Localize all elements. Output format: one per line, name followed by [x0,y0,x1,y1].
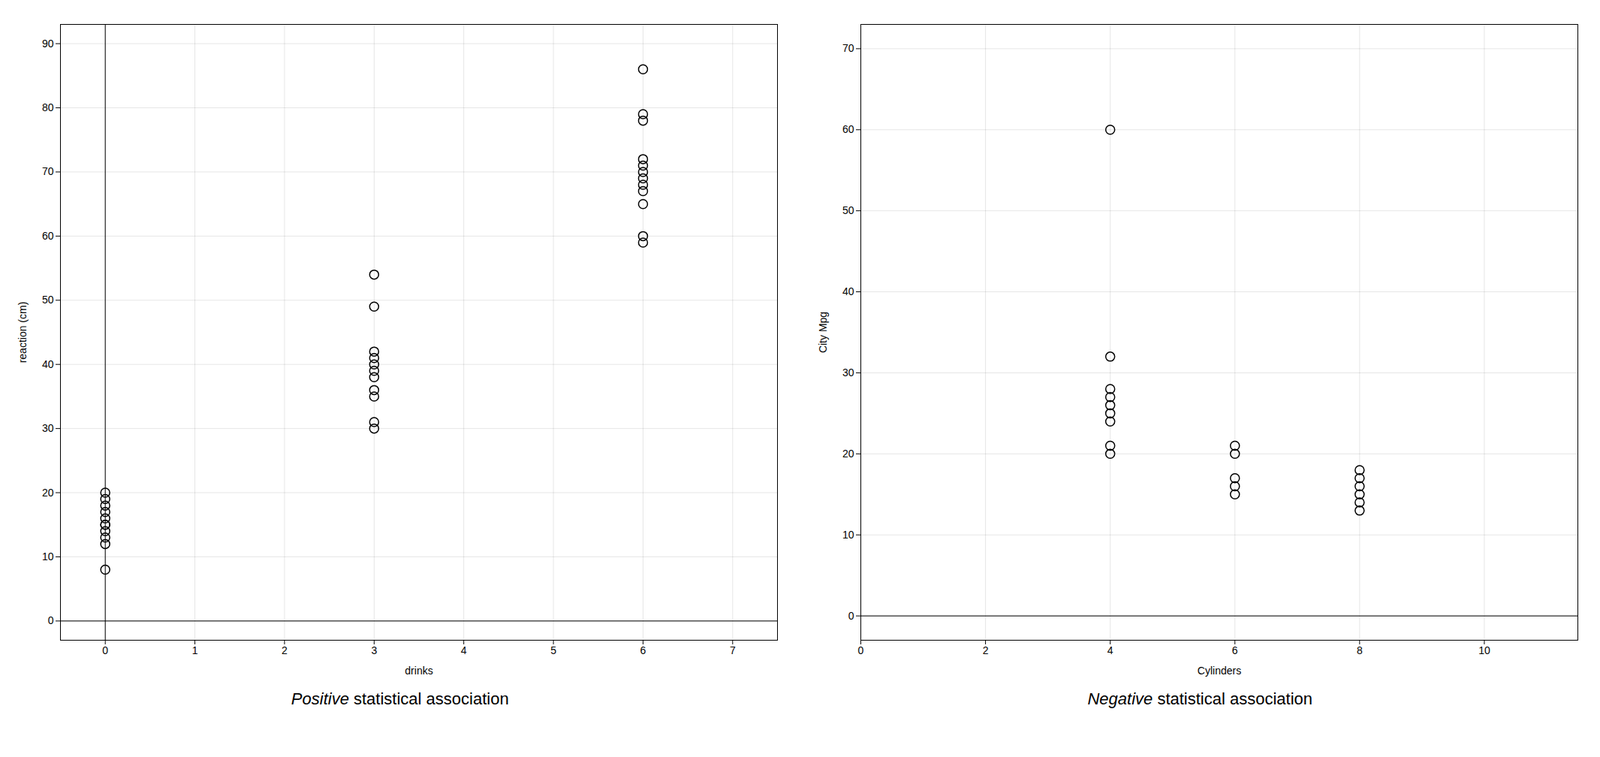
svg-text:2: 2 [982,644,989,657]
svg-text:50: 50 [842,204,855,217]
svg-text:40: 40 [842,285,855,298]
svg-text:City Mpg: City Mpg [816,311,829,353]
svg-text:1: 1 [192,644,199,657]
svg-text:50: 50 [42,293,55,306]
svg-text:10: 10 [42,550,55,563]
svg-text:30: 30 [42,421,55,434]
svg-text:60: 60 [842,123,855,136]
svg-text:6: 6 [1232,644,1239,657]
svg-text:2: 2 [281,644,288,657]
svg-text:4: 4 [461,644,468,657]
svg-text:70: 70 [42,165,55,178]
svg-text:30: 30 [842,366,855,379]
svg-text:7: 7 [729,644,736,657]
svg-text:Cylinders: Cylinders [1197,664,1242,677]
svg-text:5: 5 [550,644,557,657]
svg-text:reaction (cm): reaction (cm) [17,301,30,364]
html-text:Positive statistical associati: Positive statistical association [291,689,509,709]
svg-text:4: 4 [1107,644,1114,657]
svg-text:6: 6 [640,644,647,657]
svg-text:drinks: drinks [405,664,434,677]
svg-text:60: 60 [42,229,55,242]
svg-text:70: 70 [842,42,855,55]
svg-text:8: 8 [1356,644,1363,657]
svg-text:80: 80 [42,101,55,114]
svg-text:0: 0 [102,644,109,657]
svg-text:3: 3 [371,644,378,657]
svg-text:90: 90 [42,37,55,50]
html-text:Negative statistical associati: Negative statistical association [1087,689,1313,709]
svg-text:10: 10 [842,528,855,541]
svg-text:10: 10 [1478,644,1491,657]
svg-text:0: 0 [857,644,864,657]
svg-text:0: 0 [847,609,854,622]
svg-text:20: 20 [42,486,55,499]
svg-text:20: 20 [842,447,855,460]
svg-text:40: 40 [42,358,55,371]
svg-text:0: 0 [48,614,55,627]
